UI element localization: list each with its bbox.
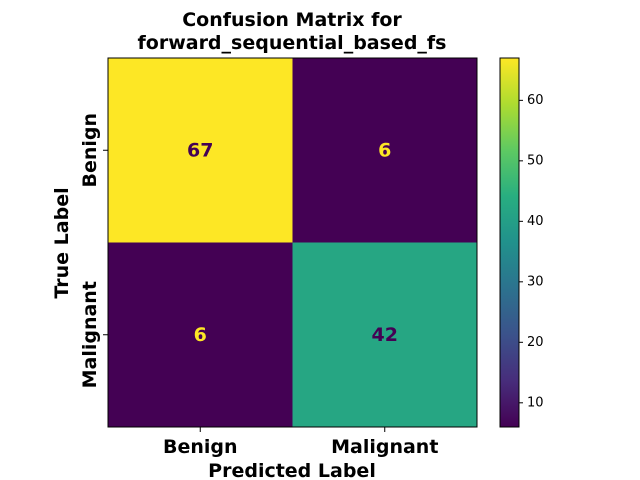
- y-tick-label-malignant: Malignant: [79, 281, 101, 388]
- matrix-cell-1-0: [108, 242, 293, 427]
- cell-value-0-0: 67: [187, 139, 213, 161]
- cell-value-0-1: 6: [378, 139, 391, 161]
- colorbar-tick-label: 50: [527, 153, 544, 168]
- matrix-frame: [107, 57, 478, 428]
- x-tick-label-malignant: Malignant: [331, 436, 438, 458]
- matrix-cell-0-0: [108, 58, 293, 243]
- colorbar-tick-label: 10: [527, 395, 544, 410]
- y-axis-label: True Label: [51, 187, 73, 298]
- matrix-cell-1-1: [292, 242, 477, 427]
- chart-title-line-2: forward_sequential_based_fs: [138, 32, 447, 54]
- x-axis-label: Predicted Label: [208, 460, 376, 480]
- colorbar-tick-label: 60: [527, 93, 544, 108]
- colorbar-tick-label: 40: [527, 214, 544, 229]
- colorbar-tick-label: 20: [527, 335, 544, 350]
- colorbar-tick-label: 30: [527, 274, 544, 289]
- y-tick-label-benign: Benign: [79, 113, 101, 188]
- x-tick-label-benign: Benign: [163, 436, 238, 458]
- x-axis-ticks: Benign Malignant: [163, 427, 438, 458]
- cell-value-1-1: 42: [372, 324, 398, 346]
- colorbar-ticks: 10 20 30 40 50 60: [519, 93, 544, 410]
- matrix-cell-0-1: [292, 58, 477, 243]
- colorbar: [499, 57, 520, 428]
- cell-value-1-0: 6: [194, 324, 207, 346]
- y-axis-ticks: Benign Malignant: [79, 113, 108, 388]
- matrix-cells: [108, 58, 477, 427]
- chart-title-line-1: Confusion Matrix for: [182, 9, 402, 31]
- matrix-cell-labels: 67 6 6 42: [187, 139, 398, 346]
